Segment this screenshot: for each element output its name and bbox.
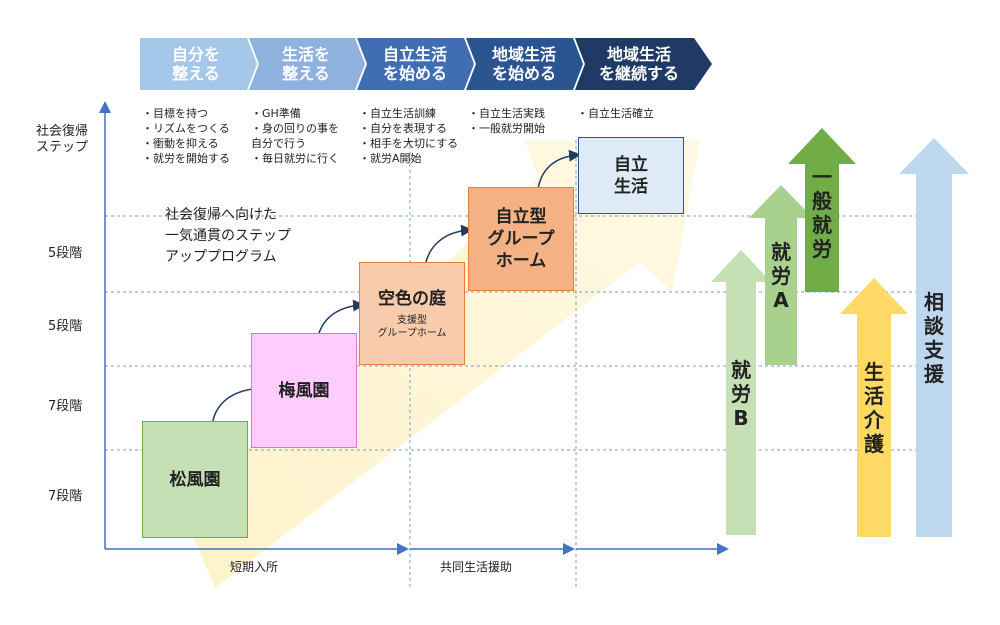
stage-label-4: 地域生活 を始める — [491, 45, 556, 83]
facility-baifuen: 梅風園 — [251, 333, 357, 448]
facility-shofuen: 松風園 — [142, 421, 248, 538]
stage-details-1: ・目標を持つ ・リズムをつくる ・衝動を抑える ・就労を開始する — [142, 107, 230, 165]
support-arrow-3 — [788, 128, 856, 292]
stage-chevron-4 — [466, 38, 583, 90]
stage-details-4: ・自立生活実践 ・一般就労開始 — [468, 107, 545, 135]
y-level-2: 5段階 — [48, 319, 83, 334]
support-label-life-care: 生活介護 — [864, 360, 884, 456]
stage-label-1: 自分を 整える — [171, 45, 220, 83]
y-axis-title: 社会復帰 ステップ — [36, 124, 89, 155]
stage-chevron-5 — [575, 38, 712, 90]
stage-label-5: 地域生活 を継続する — [598, 45, 679, 83]
stage-details-2: ・GH準備 ・身の回りの事を 自分で行う ・毎日就労に行く — [251, 107, 339, 165]
stage-label-3: 自立生活 を始める — [382, 45, 447, 83]
support-label-general-work: 一般就労 — [812, 165, 832, 261]
support-arrow-5 — [899, 138, 969, 537]
support-arrow-1 — [711, 250, 771, 535]
y-level-1: 5段階 — [48, 246, 83, 261]
program-note: 社会復帰へ向けた 一気通貫のステップ アッププログラム — [165, 207, 291, 265]
stage-chevron-3 — [357, 38, 474, 90]
x-segment-group-living: 共同生活援助 — [440, 560, 513, 574]
facility-independent-living: 自立 生活 — [578, 137, 684, 214]
stage-details-5: ・自立生活確立 — [577, 107, 654, 120]
x-segment-short-stay: 短期入所 — [230, 560, 279, 574]
facility-sorairo-no-niwa: 空色の庭 支援型 グループホーム — [359, 262, 465, 365]
support-arrow-4 — [840, 278, 908, 537]
y-level-4: 7段階 — [48, 489, 83, 504]
y-level-3: 7段階 — [48, 399, 83, 414]
stage-chevron-1 — [140, 38, 257, 90]
stage-label-2: 生活を 整える — [281, 45, 330, 83]
support-label-consultation: 相談支援 — [924, 290, 944, 386]
stage-chevron-2 — [249, 38, 365, 90]
support-arrow-2 — [749, 185, 813, 365]
stage-details-3: ・自立生活訓練 ・自分を表現する ・相手を大切にする ・就労A開始 — [359, 107, 459, 165]
facility-independent-group-home: 自立型 グループ ホーム — [468, 187, 574, 291]
